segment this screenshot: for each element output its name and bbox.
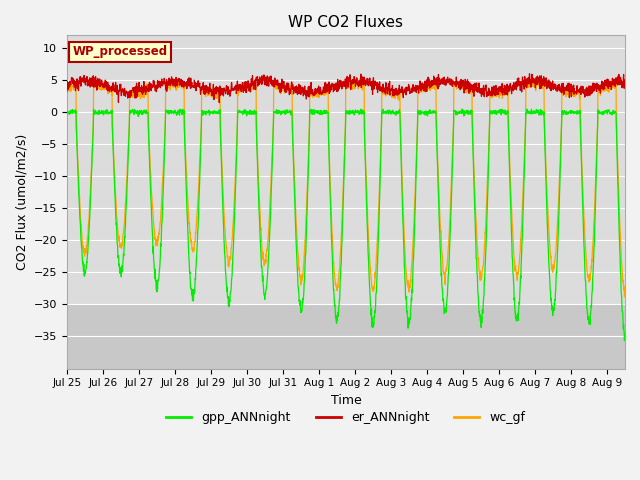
Legend: gpp_ANNnight, er_ANNnight, wc_gf: gpp_ANNnight, er_ANNnight, wc_gf [161,406,531,429]
Bar [67,304,625,369]
Text: WP_processed: WP_processed [72,45,168,59]
X-axis label: Time: Time [330,394,361,407]
Y-axis label: CO2 Flux (umol/m2/s): CO2 Flux (umol/m2/s) [15,134,28,270]
Title: WP CO2 Fluxes: WP CO2 Fluxes [289,15,403,30]
